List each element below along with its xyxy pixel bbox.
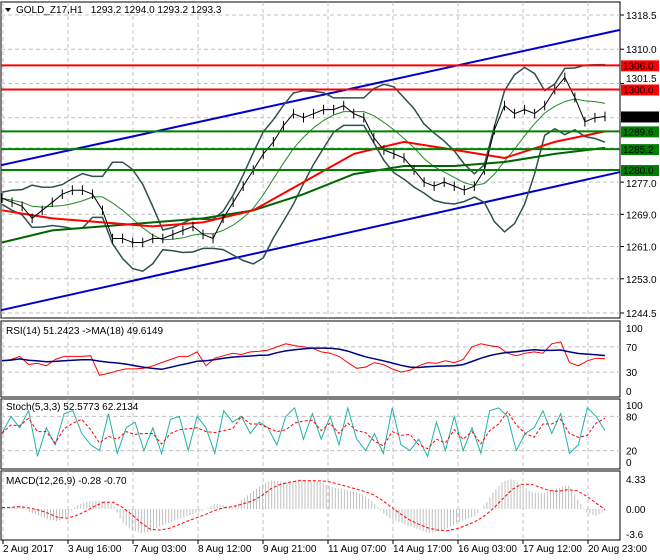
- x-tick-label: 2 Aug 2017: [3, 544, 54, 555]
- price-line: [1, 76, 606, 243]
- x-tick-label: 3 Aug 16:00: [68, 544, 122, 555]
- rsi-tick-label: 30: [626, 368, 638, 379]
- x-tick-label: 11 Aug 07:00: [328, 544, 387, 555]
- ma-fast-line: [1, 130, 606, 228]
- x-tick-label: 7 Aug 03:00: [133, 544, 187, 555]
- y-tick-label: 1277.0: [626, 179, 657, 190]
- x-tick-label: 9 Aug 21:00: [263, 544, 317, 555]
- x-tick-label: 16 Aug 03:00: [458, 544, 517, 555]
- rsi-line: [1, 341, 606, 376]
- level-label: 1285.2: [623, 145, 654, 156]
- y-tick-label: 1301.5: [626, 74, 657, 85]
- level-label: 1289.6: [623, 127, 654, 138]
- rsi-tick-label: 0: [626, 387, 632, 398]
- x-tick-label: 17 Aug 12:00: [523, 544, 582, 555]
- ma-slow-line: [1, 146, 606, 244]
- level-badge: [621, 60, 659, 72]
- x-tick-label: 14 Aug 17:00: [393, 544, 452, 555]
- y-tick-label: 1318.5: [626, 11, 657, 22]
- x-tick-label: 8 Aug 12:00: [198, 544, 252, 555]
- level-label: 1300.0: [623, 86, 654, 97]
- y-tick-label: 1269.0: [626, 210, 657, 221]
- stoch-title: Stoch(5,3,3) 52.5773 62.2134: [6, 402, 139, 413]
- panel-border-3: [0, 470, 621, 541]
- level-label: 1280.0: [623, 166, 654, 177]
- last-price-badge: [621, 111, 659, 123]
- macd-tick-label: -3.6: [626, 530, 644, 541]
- stoch-signal-line: [1, 410, 606, 450]
- y-tick-label: 1253.0: [626, 275, 657, 286]
- panel-border-0: [0, 1, 621, 319]
- rsi-ma-line: [1, 347, 606, 371]
- y-tick-label: 1310.0: [626, 45, 657, 56]
- level-label: 1306.0: [623, 61, 654, 72]
- rsi-title: RSI(14) 51.2423 ->MA(18) 49.6149: [6, 326, 163, 337]
- macd-tick-label: 0.00: [626, 505, 646, 516]
- channel-lower-line: [0, 171, 621, 312]
- macd-signal-line: [1, 480, 606, 532]
- ohlc-values: 1293.2 1294.0 1293.2 1293.3: [91, 5, 222, 16]
- y-tick-label: 1261.0: [626, 243, 657, 254]
- stoch-main-line: [1, 405, 606, 458]
- stoch-tick-label: 0: [626, 458, 632, 469]
- channel-upper-line: [0, 28, 621, 167]
- stoch-tick-label: 80: [626, 412, 638, 423]
- level-badge: [621, 84, 659, 96]
- y-tick-label: 1244.5: [626, 309, 657, 320]
- panel-border-2: [0, 398, 621, 470]
- x-tick-label: 20 Aug 23:00: [588, 544, 647, 555]
- rsi-tick-label: 100: [626, 324, 643, 335]
- dropdown-triangle-icon[interactable]: [5, 8, 11, 12]
- symbol-label: GOLD_Z17,H1: [16, 5, 83, 16]
- bollinger-upper: [1, 63, 606, 231]
- stoch-tick-label: 100: [626, 401, 643, 412]
- stoch-tick-label: 20: [626, 447, 638, 458]
- last-price-label: 1293.3: [623, 112, 654, 123]
- rsi-tick-label: 70: [626, 343, 638, 354]
- level-badge: [621, 126, 659, 138]
- level-badge: [621, 144, 659, 156]
- macd-tick-label: 4.33: [626, 475, 646, 486]
- bollinger-lower: [1, 124, 606, 273]
- macd-title: MACD(12,26,9) -0.28 -0.70: [6, 476, 127, 487]
- panel-border-1: [0, 320, 621, 398]
- level-badge: [621, 165, 659, 177]
